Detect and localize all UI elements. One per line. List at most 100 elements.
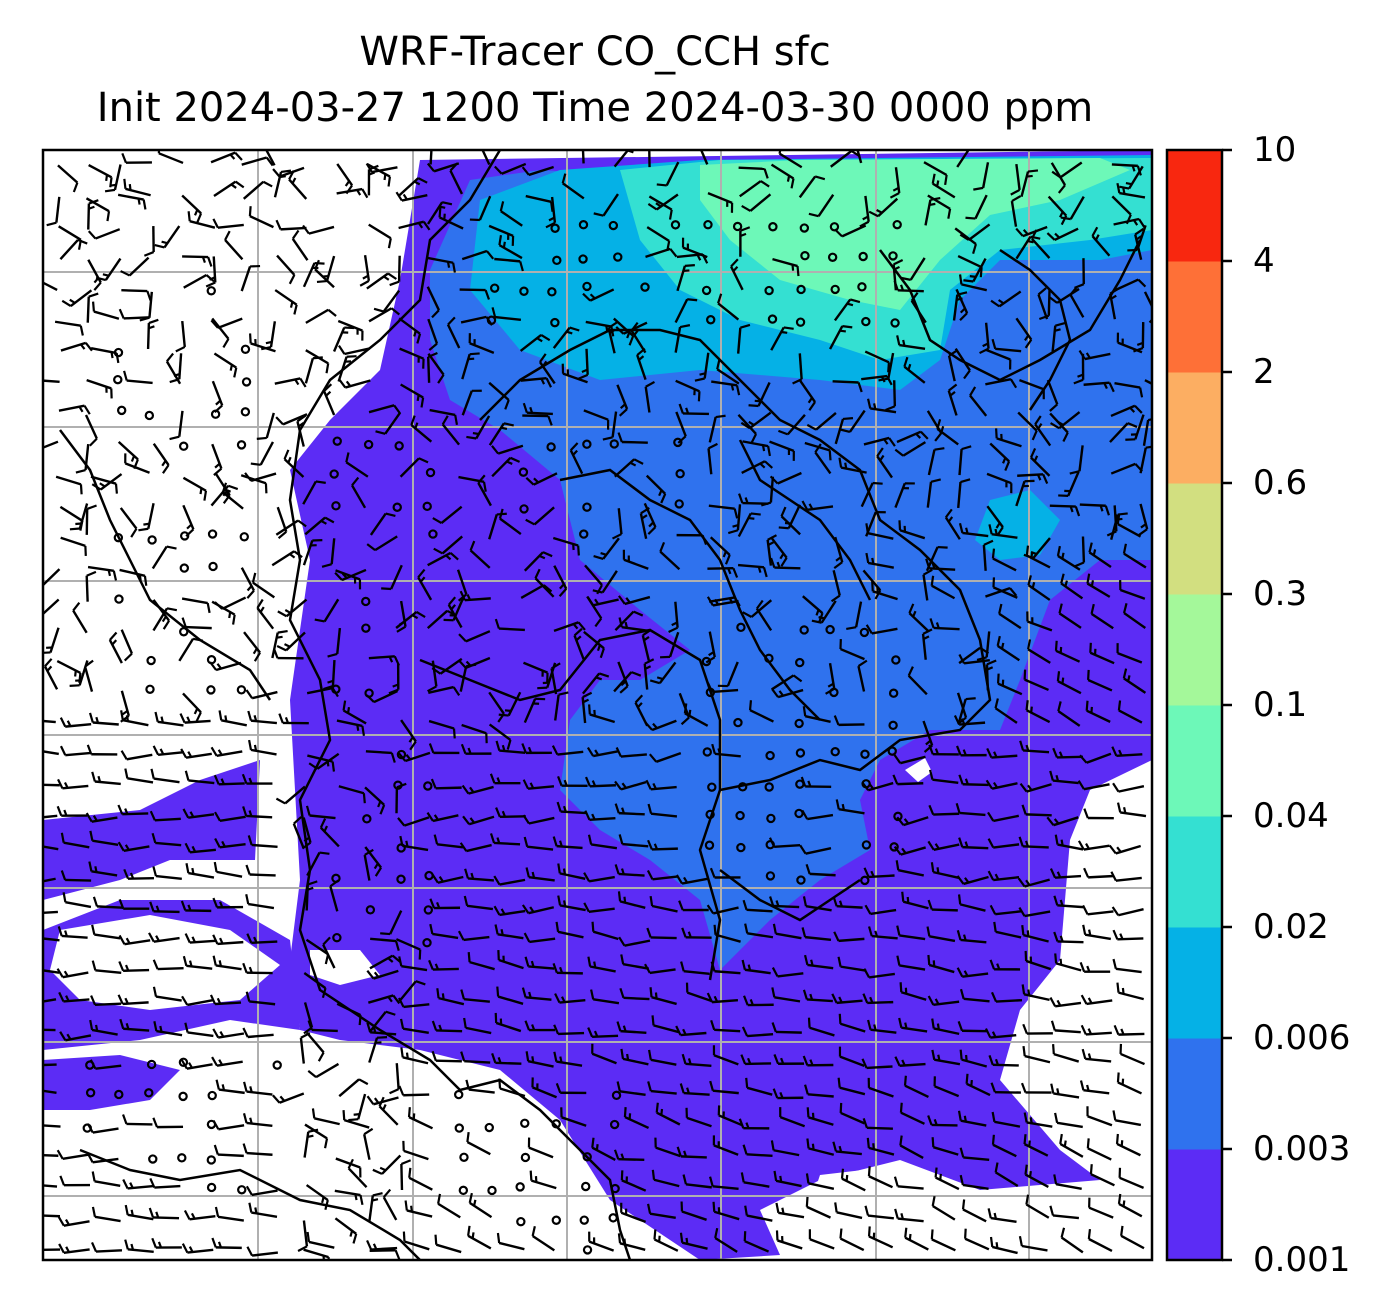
wind-barb-flag — [593, 212, 604, 217]
wind-barb — [887, 352, 895, 379]
wind-barb-flag — [864, 904, 872, 915]
wind-barb-flag — [773, 1054, 780, 1065]
wind-barb-flag — [1132, 219, 1139, 226]
wind-barb-flag — [431, 1020, 438, 1031]
wind-barb-flag — [327, 308, 337, 317]
wind-barb — [933, 1146, 959, 1156]
calm-wind-circle — [206, 685, 216, 695]
calm-wind-circle — [800, 250, 810, 261]
wind-barb-flag — [25, 875, 30, 883]
wind-barb — [1021, 1244, 1048, 1252]
wind-barb-flag — [59, 717, 67, 728]
wind-barb-flag — [279, 1095, 286, 1102]
wind-barb-flag — [539, 353, 547, 363]
wind-barb — [1069, 294, 1085, 318]
wind-barb-flag — [91, 924, 96, 935]
wind-barb — [962, 845, 989, 850]
wind-barb — [995, 910, 1022, 916]
colorbar-segment — [1167, 705, 1222, 817]
wind-barb-flag — [445, 554, 452, 561]
colorbar-tick-label: 0.3 — [1253, 574, 1308, 614]
wind-barb — [904, 1084, 929, 1099]
calm-wind-circle — [608, 220, 619, 231]
wind-barb-flag — [802, 1055, 809, 1066]
wind-barb — [774, 996, 801, 1003]
calm-wind-circle — [766, 813, 776, 824]
calm-wind-circle — [861, 840, 872, 850]
calm-wind-circle — [608, 1213, 618, 1223]
calm-wind-circle — [146, 655, 156, 666]
wind-barb-flag — [955, 803, 961, 814]
wind-barb-flag — [169, 435, 180, 441]
wind-barb-flag — [219, 937, 224, 944]
wind-barb-flag — [896, 955, 901, 966]
wind-barb-flag — [187, 751, 193, 758]
wind-barb-flag — [555, 921, 560, 932]
calm-wind-circle — [331, 501, 341, 511]
wind-barb — [839, 1237, 865, 1252]
wind-barb — [1118, 709, 1143, 724]
wind-barb-flag — [419, 576, 426, 583]
wind-barb-flag — [598, 672, 610, 678]
wind-barb — [1024, 678, 1049, 692]
wind-barb-flag — [987, 838, 995, 849]
wind-barb-flag — [216, 663, 222, 670]
wind-barb-flag — [959, 1174, 964, 1186]
wind-barb-flag — [277, 629, 288, 634]
wind-barb-flag — [31, 775, 34, 784]
wind-barb-flag — [833, 931, 840, 942]
wind-barb-flag — [956, 745, 962, 756]
wind-barb-flag — [59, 1031, 67, 1041]
contour-band-0.006-east — [975, 490, 1060, 560]
wind-barb — [403, 1093, 430, 1097]
wind-barb — [331, 659, 336, 687]
wind-barb-flag — [356, 189, 362, 196]
wind-barb — [931, 908, 958, 912]
wind-barb-flag — [1111, 746, 1118, 757]
colorbar-frame — [1165, 148, 1224, 1262]
wind-barb-flag — [759, 462, 766, 469]
wind-barb-flag — [466, 435, 477, 440]
wind-barb-flag — [253, 652, 261, 662]
wind-barb-flag — [572, 623, 579, 630]
wind-barb — [841, 224, 867, 238]
wind-barb-flag — [89, 1019, 94, 1031]
wind-barb-flag — [372, 1243, 378, 1250]
wind-barb-flag — [614, 780, 622, 791]
wind-barb-flag — [907, 363, 912, 371]
wind-barb-flag — [618, 595, 626, 605]
wind-barb-flag — [558, 588, 568, 597]
wind-barb — [961, 283, 988, 292]
wind-barb — [276, 254, 296, 276]
wind-barb — [311, 1028, 338, 1033]
colorbar-tick-label: 10 — [1253, 130, 1297, 170]
wind-barb-flag — [447, 316, 456, 326]
wind-barb-flag — [276, 635, 283, 639]
wind-barb-flag — [573, 627, 583, 637]
wind-barb-flag — [724, 554, 731, 565]
wind-barb — [736, 327, 742, 354]
wind-barb-flag — [183, 1209, 191, 1220]
wind-barb — [590, 843, 618, 850]
wind-barb-flag — [154, 711, 159, 722]
wind-barb — [57, 164, 79, 184]
wind-barb-flag — [893, 265, 900, 271]
wind-barb-flag — [948, 383, 958, 392]
wind-barb-flag — [569, 442, 579, 452]
wind-barb — [1109, 422, 1129, 443]
wind-barb-flag — [1030, 229, 1038, 240]
wind-barb-flag — [958, 523, 964, 534]
calm-wind-circle — [736, 842, 746, 853]
wind-barb-flag — [25, 995, 30, 1004]
wind-barb-flag — [241, 773, 248, 784]
wind-barb — [866, 1065, 893, 1070]
wind-barb-flag — [155, 905, 160, 912]
wind-barb-flag — [289, 301, 294, 308]
wind-barb-flag — [218, 710, 223, 721]
wind-barb-flag — [634, 694, 644, 704]
wind-barb — [817, 193, 835, 217]
wind-barb-flag — [293, 304, 298, 315]
calm-wind-circle — [489, 283, 500, 293]
wind-barb-flag — [366, 1095, 375, 1105]
wind-barb-flag — [314, 261, 325, 265]
